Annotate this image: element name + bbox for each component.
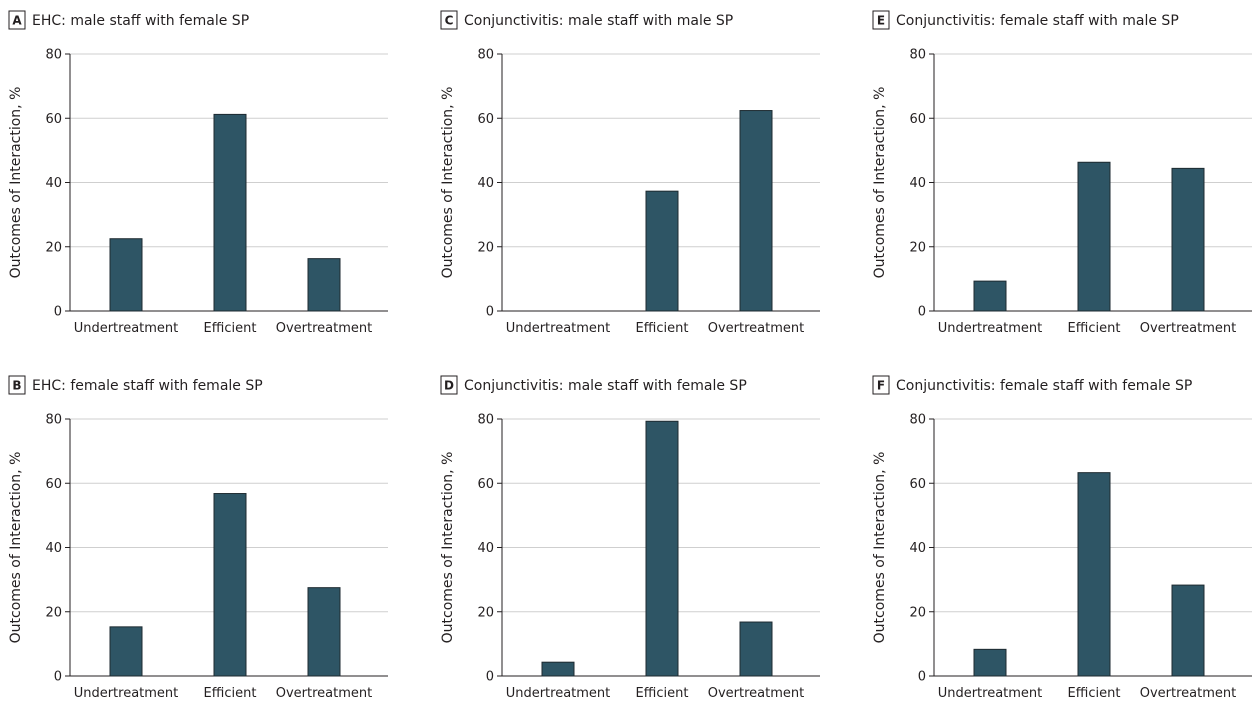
y-axis-label: Outcomes of Interaction, % <box>8 452 24 644</box>
panel-title: EHC: female staff with female SP <box>32 378 263 394</box>
panel-a: A EHC: male staff with female SP 0 20 40 60 80… <box>8 10 388 336</box>
bar-efficient <box>645 190 679 312</box>
x-tick-label: Efficient <box>204 321 257 336</box>
y-tick-label: 80 <box>45 413 62 428</box>
panel-letter-box <box>8 375 26 395</box>
y-tick-label: 0 <box>486 305 494 320</box>
panel-letter: A <box>12 14 22 28</box>
y-axis-label: Outcomes of Interaction, % <box>872 87 888 279</box>
panel-letter: F <box>877 379 885 393</box>
x-tick-label: Overtreatment <box>1140 686 1236 701</box>
y-tick-label: 20 <box>909 240 926 255</box>
x-tick-label: Overtreatment <box>708 321 804 336</box>
y-tick-label: 20 <box>45 240 62 255</box>
x-tick-label: Undertreatment <box>506 686 611 701</box>
y-tick-label: 40 <box>477 176 494 191</box>
panel-e: E Conjunctivitis: female staff with male … <box>872 10 1252 336</box>
x-tick-label: Efficient <box>1068 686 1121 701</box>
y-tick-label: 20 <box>477 240 494 255</box>
bar-undertreatment <box>973 280 1007 312</box>
panel-letter-box <box>872 375 890 395</box>
y-tick-label: 80 <box>45 48 62 63</box>
bar-overtreatment <box>307 258 341 312</box>
panel-letter: D <box>444 379 454 393</box>
y-tick-label: 60 <box>909 112 926 127</box>
panel-letter: C <box>445 14 454 28</box>
y-tick-label: 0 <box>54 670 62 685</box>
bar-efficient <box>1077 161 1111 312</box>
bar-efficient <box>213 113 247 312</box>
y-tick-label: 60 <box>477 477 494 492</box>
panel-d: D Conjunctivitis: male staff with female … <box>440 375 820 701</box>
y-tick-label: 20 <box>45 605 62 620</box>
panel-letter-box <box>872 10 890 30</box>
y-tick-label: 0 <box>918 670 926 685</box>
x-tick-label: Efficient <box>1068 321 1121 336</box>
panel-title: Conjunctivitis: male staff with male SP <box>464 13 733 29</box>
panel-letter-box <box>440 375 458 395</box>
y-axis-label: Outcomes of Interaction, % <box>872 452 888 644</box>
y-tick-label: 40 <box>45 176 62 191</box>
y-axis-label: Outcomes of Interaction, % <box>8 87 24 279</box>
y-tick-label: 20 <box>477 605 494 620</box>
bar-overtreatment <box>307 587 341 677</box>
bar-overtreatment <box>739 621 773 677</box>
x-tick-label: Efficient <box>204 686 257 701</box>
y-tick-label: 40 <box>477 541 494 556</box>
panel-letter: E <box>877 14 885 28</box>
y-tick-label: 60 <box>45 477 62 492</box>
y-tick-label: 80 <box>909 413 926 428</box>
x-tick-label: Overtreatment <box>276 686 372 701</box>
bar-overtreatment <box>1171 167 1205 312</box>
y-axis-label: Outcomes of Interaction, % <box>440 452 456 644</box>
bar-efficient <box>645 420 679 677</box>
x-tick-label: Efficient <box>636 321 689 336</box>
bar-undertreatment <box>541 661 575 677</box>
y-tick-label: 80 <box>909 48 926 63</box>
panel-f: F Conjunctivitis: female staff with femal… <box>872 375 1252 701</box>
panel-c: C Conjunctivitis: male staff with male SP… <box>440 10 820 336</box>
x-tick-label: Overtreatment <box>1140 321 1236 336</box>
panel-title: Conjunctivitis: female staff with male S… <box>896 13 1179 29</box>
x-tick-label: Overtreatment <box>276 321 372 336</box>
y-tick-label: 60 <box>45 112 62 127</box>
y-tick-label: 80 <box>477 413 494 428</box>
bar-overtreatment <box>739 110 773 312</box>
bar-overtreatment <box>1171 584 1205 677</box>
bar-efficient <box>213 493 247 677</box>
y-tick-label: 20 <box>909 605 926 620</box>
panel-title: Conjunctivitis: female staff with female… <box>896 378 1192 394</box>
x-tick-label: Undertreatment <box>938 686 1043 701</box>
panel-b: B EHC: female staff with female SP 0 20 40 60… <box>8 375 388 701</box>
y-tick-label: 40 <box>909 176 926 191</box>
x-tick-label: Undertreatment <box>74 321 179 336</box>
y-tick-label: 40 <box>909 541 926 556</box>
bar-undertreatment <box>973 648 1007 677</box>
x-tick-label: Undertreatment <box>938 321 1043 336</box>
x-tick-label: Overtreatment <box>708 686 804 701</box>
y-tick-label: 0 <box>918 305 926 320</box>
panel-letter-box <box>8 10 26 30</box>
panel-letter-box <box>440 10 458 30</box>
y-axis-label: Outcomes of Interaction, % <box>440 87 456 279</box>
x-tick-label: Efficient <box>636 686 689 701</box>
bar-undertreatment <box>109 238 143 312</box>
bar-efficient <box>1077 472 1111 677</box>
y-tick-label: 60 <box>909 477 926 492</box>
panel-title: Conjunctivitis: male staff with female S… <box>464 378 747 394</box>
y-tick-label: 80 <box>477 48 494 63</box>
bar-undertreatment <box>109 626 143 677</box>
y-tick-label: 0 <box>54 305 62 320</box>
y-tick-label: 40 <box>45 541 62 556</box>
panel-letter: B <box>12 379 21 393</box>
x-tick-label: Undertreatment <box>74 686 179 701</box>
y-tick-label: 0 <box>486 670 494 685</box>
y-tick-label: 60 <box>477 112 494 127</box>
x-tick-label: Undertreatment <box>506 321 611 336</box>
panel-title: EHC: male staff with female SP <box>32 13 249 29</box>
